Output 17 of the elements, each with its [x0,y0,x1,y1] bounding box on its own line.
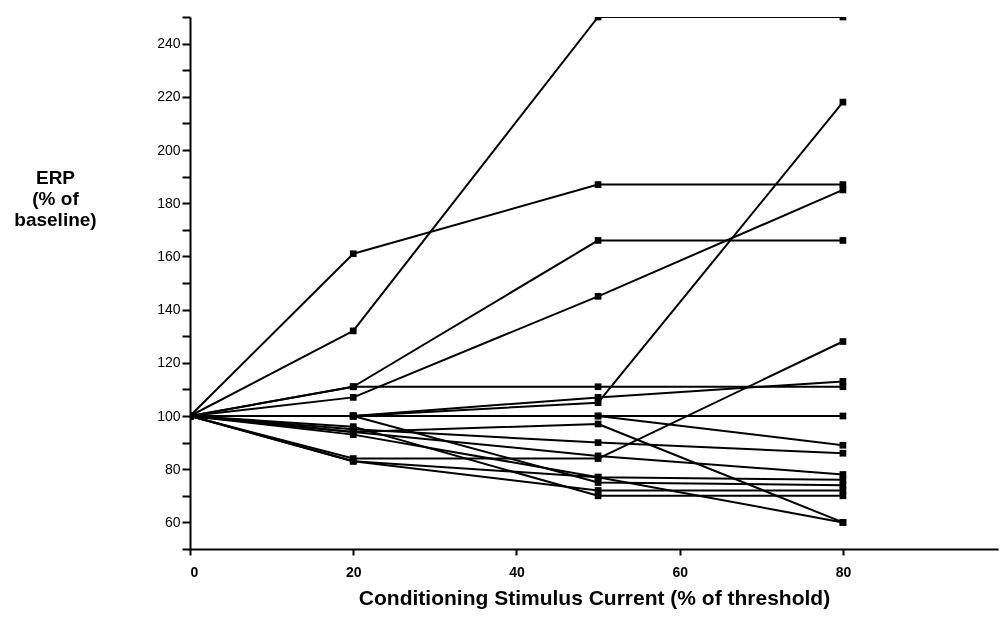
y-tick-label: 200 [157,141,181,158]
y-tick-label: 140 [157,301,181,318]
y-tick-label: 60 [164,513,181,530]
x-tick-label: 40 [509,563,525,580]
y-tick-label: 160 [157,247,181,264]
y-tick-label: 240 [157,35,181,52]
x-axis-title: Conditioning Stimulus Current (% of threshold) [358,585,831,609]
y-tick-label: 100 [157,407,181,424]
x-tick-label: 80 [835,563,852,580]
x-tick-label: 60 [672,563,689,580]
y-tick-label: 220 [157,88,181,105]
y-tick-label: 120 [157,354,181,371]
y-tick-label: 180 [157,194,181,211]
x-tick-label: 0 [190,563,199,580]
y-axis-title: ERP (% of baseline) [14,166,97,230]
y-tick-label: 80 [164,460,181,477]
x-tick-label: 20 [345,563,362,580]
